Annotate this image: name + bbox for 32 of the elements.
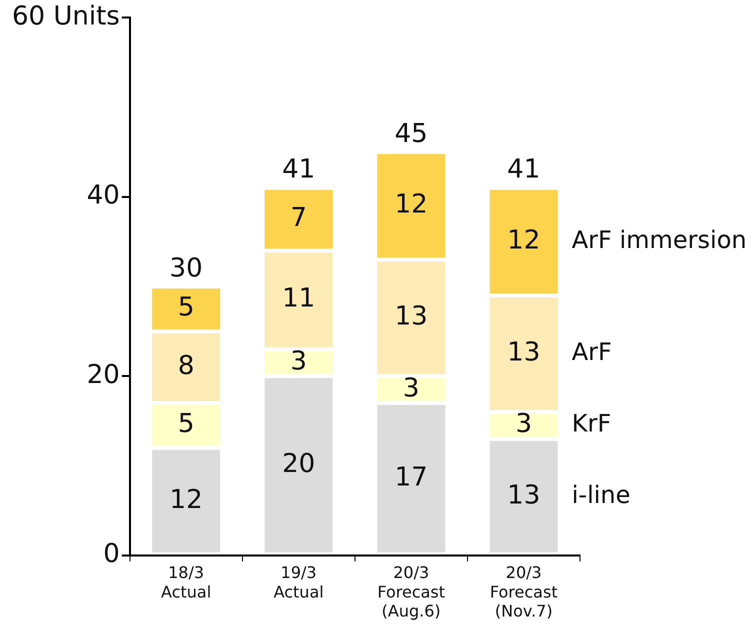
data-label: 5: [178, 409, 194, 440]
series-label: i-line: [572, 480, 630, 509]
series-label: KrF: [572, 410, 612, 438]
data-label: 13: [507, 337, 540, 368]
total-label: 30: [170, 253, 203, 284]
data-label: 5: [178, 292, 194, 323]
data-label: 3: [290, 346, 307, 376]
series-label: ArF: [572, 338, 612, 366]
total-label: 45: [394, 118, 428, 149]
data-label: 13: [507, 480, 540, 510]
y-tick-label: 60 Units: [12, 1, 120, 32]
x-tick-label: 18/3 Actual: [161, 563, 212, 602]
y-tick-label: 40: [86, 180, 120, 211]
x-tick-label: 20/3 Forecast (Aug.6): [377, 563, 446, 621]
data-label: 11: [282, 284, 316, 314]
data-label: 17: [394, 462, 428, 492]
data-label: 12: [507, 225, 540, 256]
x-tick-label: 19/3 Actual: [274, 563, 324, 602]
data-label: 3: [515, 409, 532, 440]
data-label: 13: [394, 302, 428, 332]
y-tick-label: 0: [103, 539, 120, 570]
y-tick-label: 20: [86, 360, 120, 390]
total-label: 41: [507, 154, 540, 185]
x-tick-label: 20/3 Forecast (Nov.7): [490, 563, 558, 621]
data-label: 3: [402, 373, 420, 404]
total-label: 41: [282, 154, 316, 185]
data-label: 8: [178, 350, 194, 381]
series-label: ArF immersion: [572, 226, 747, 254]
data-label: 12: [394, 190, 428, 220]
data-label: 20: [282, 449, 316, 480]
data-label: 7: [290, 203, 307, 234]
data-label: 12: [170, 484, 203, 515]
